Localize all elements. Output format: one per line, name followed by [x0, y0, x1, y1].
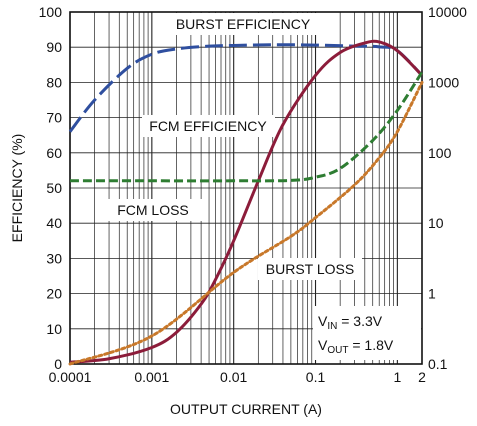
- x-axis-title: OUTPUT CURRENT (A): [170, 401, 322, 417]
- x-tick-label: 0.01: [220, 369, 247, 385]
- burst-loss-label: BURST LOSS: [266, 261, 354, 277]
- burst-efficiency-label: BURST EFFICIENCY: [176, 16, 311, 32]
- x-tick-label: 0.001: [134, 369, 169, 385]
- y2-tick-label: 10000: [428, 4, 467, 20]
- x-tick-label: 1: [393, 369, 401, 385]
- label-bg-conditions: [313, 306, 421, 360]
- y2-tick-label: 1000: [428, 74, 459, 90]
- y-axis-title: EFFICIENCY (%): [9, 134, 25, 243]
- y-tick-label: 80: [46, 74, 62, 90]
- series-burst-loss: [68, 80, 424, 366]
- label-bg-burst-eff: [166, 13, 320, 35]
- y-tick-label: 50: [46, 180, 62, 196]
- vout-label: VOUT = 1.8V: [318, 337, 394, 356]
- y-tick-label: 70: [46, 110, 62, 126]
- x-tick-label: 2: [418, 369, 426, 385]
- y-tick-label: 40: [46, 215, 62, 231]
- y-tick-label: 100: [39, 4, 63, 20]
- y2-tick-label: 0.1: [428, 356, 448, 372]
- series-burst-efficiency: [68, 43, 424, 133]
- y-tick-label: 20: [46, 286, 62, 302]
- plot-frame: [69, 11, 423, 365]
- series-fcm-loss: [70, 71, 424, 183]
- x-tick-label: 0.1: [306, 369, 326, 385]
- label-bg-burst-loss: [258, 258, 362, 280]
- series-layer: [68, 39, 424, 366]
- x-tick-label: 0.0001: [49, 369, 92, 385]
- y-tick-label: 60: [46, 145, 62, 161]
- label-bg-fcm-loss: [104, 199, 202, 221]
- y2-tick-label: 1: [428, 286, 436, 302]
- y2-tick-label: 10: [428, 215, 444, 231]
- y-tick-label: 30: [46, 250, 62, 266]
- label-bg-fcm-eff: [142, 115, 275, 137]
- y2-tick-label: 100: [428, 145, 452, 161]
- fcm-efficiency-label: FCM EFFICIENCY: [149, 118, 267, 134]
- fcm-loss-label: FCM LOSS: [117, 202, 189, 218]
- tick-labels: 0.0001 0.001 0.01 0.1 1 201020304050607080901…: [39, 4, 468, 385]
- y-tick-label: 10: [46, 321, 62, 337]
- vin-label: VIN = 3.3V: [318, 313, 383, 332]
- y-tick-label: 90: [46, 39, 62, 55]
- y-tick-label: 0: [54, 356, 62, 372]
